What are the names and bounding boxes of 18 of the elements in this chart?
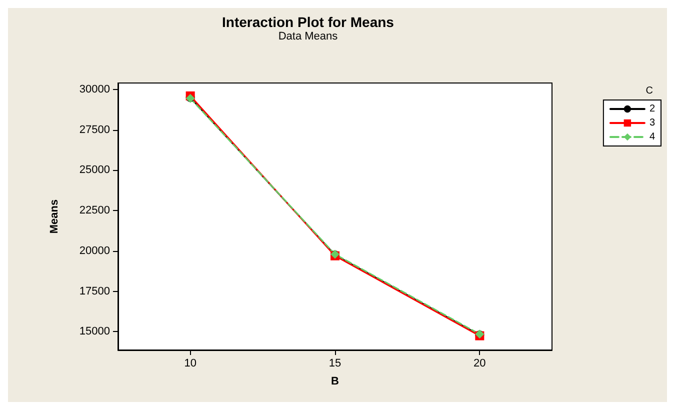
legend-title: C	[646, 86, 654, 96]
y-tick-label: 17500	[79, 285, 110, 298]
legend-label: 4	[649, 132, 656, 142]
y-tick-label: 15000	[79, 326, 110, 338]
y-tick-label: 20000	[79, 244, 110, 257]
y-tick-label: 27500	[79, 124, 110, 136]
x-tick-label: 10	[184, 358, 196, 370]
x-axis-title: B	[331, 376, 340, 388]
x-tick-label: 15	[328, 358, 342, 370]
chart-subtitle: Data Means	[278, 30, 338, 42]
y-tick-label: 22500	[79, 204, 110, 217]
x-tick-label: 20	[474, 358, 486, 370]
chart-title: Interaction Plot for Means	[222, 14, 394, 30]
legend-label: 2	[649, 104, 656, 114]
y-tick-label: 30000	[79, 83, 110, 96]
y-axis-title: Means	[48, 199, 60, 234]
legend-label: 3	[649, 118, 656, 128]
y-tick-label: 25000	[79, 164, 110, 176]
